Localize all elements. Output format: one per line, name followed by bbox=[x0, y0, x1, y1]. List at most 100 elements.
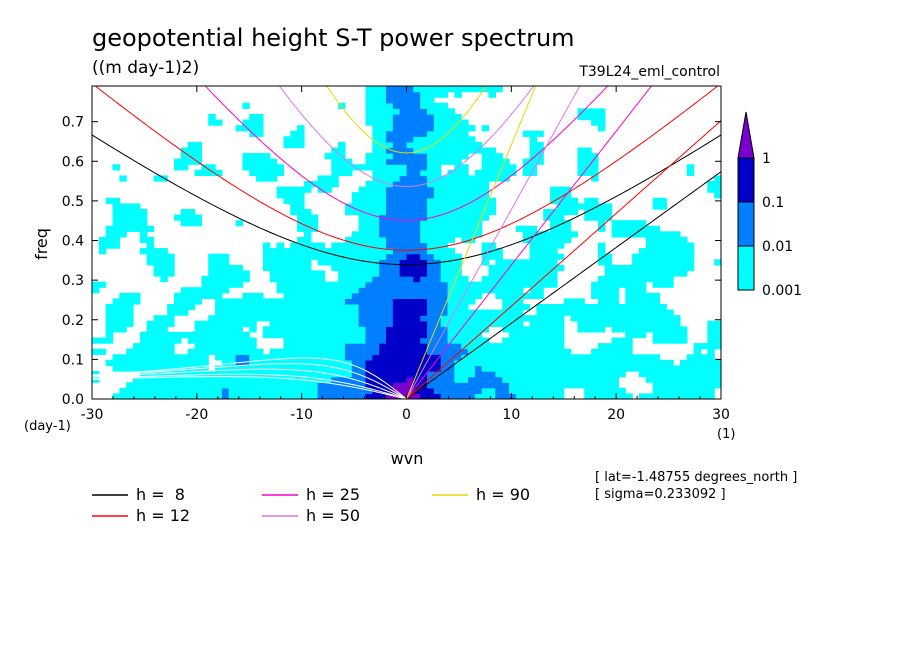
heatmap-cell bbox=[153, 259, 161, 266]
heatmap-cell bbox=[707, 393, 715, 399]
heatmap-cell bbox=[317, 270, 326, 277]
heatmap-cell bbox=[413, 119, 421, 126]
heatmap-cell bbox=[276, 382, 285, 389]
heatmap-cell bbox=[413, 365, 421, 372]
heatmap-cell bbox=[618, 315, 626, 322]
heatmap-cell bbox=[119, 354, 127, 361]
heatmap-cell bbox=[283, 197, 291, 204]
heatmap-cell bbox=[303, 359, 312, 367]
heatmap-cell bbox=[392, 169, 401, 177]
heatmap-cell bbox=[338, 315, 346, 322]
heatmap-cell bbox=[632, 276, 640, 283]
heatmap-cell bbox=[427, 253, 435, 260]
heatmap-cell bbox=[597, 292, 606, 299]
heatmap-cell bbox=[276, 331, 285, 339]
heatmap-cell bbox=[399, 164, 408, 171]
heatmap-cell bbox=[632, 287, 640, 294]
heatmap-cell bbox=[399, 354, 408, 361]
heatmap-cell bbox=[618, 309, 626, 316]
heatmap-cell bbox=[454, 181, 462, 188]
heatmap-cell bbox=[461, 371, 469, 378]
heatmap-cell bbox=[324, 248, 332, 255]
heatmap-cell bbox=[365, 242, 373, 249]
heatmap-cell bbox=[187, 220, 196, 227]
heatmap-cell bbox=[372, 141, 380, 149]
heatmap-cell bbox=[447, 119, 455, 126]
heatmap-cell bbox=[406, 86, 414, 93]
heatmap-cell bbox=[269, 315, 278, 322]
heatmap-cell bbox=[611, 309, 620, 316]
heatmap-cell bbox=[331, 382, 339, 389]
heatmap-cell bbox=[385, 236, 394, 244]
heatmap-cell bbox=[379, 203, 387, 210]
heatmap-cell bbox=[570, 359, 579, 367]
heatmap-cell bbox=[413, 253, 421, 260]
heatmap-cell bbox=[420, 231, 428, 238]
heatmap-cell bbox=[447, 326, 455, 333]
heatmap-cell bbox=[420, 387, 428, 395]
heatmap-cell bbox=[447, 365, 455, 372]
heatmap-cell bbox=[543, 393, 551, 399]
heatmap-cell bbox=[372, 119, 380, 126]
heatmap-cell bbox=[611, 281, 620, 288]
heatmap-cell bbox=[194, 337, 202, 344]
heatmap-cell bbox=[331, 387, 339, 395]
heatmap-cell bbox=[447, 197, 455, 204]
heatmap-cell bbox=[440, 158, 449, 165]
heatmap-cell bbox=[659, 309, 667, 316]
heatmap-cell bbox=[208, 387, 216, 395]
heatmap-cell bbox=[331, 393, 339, 399]
heatmap-cell bbox=[652, 371, 661, 378]
heatmap-cell bbox=[481, 354, 490, 361]
heatmap-cell bbox=[365, 387, 373, 395]
heatmap-cell bbox=[584, 158, 592, 165]
heatmap-cell bbox=[338, 343, 346, 350]
heatmap-cell bbox=[344, 287, 353, 294]
heatmap-cell bbox=[673, 371, 681, 378]
heatmap-cell bbox=[447, 371, 455, 378]
heatmap-cell bbox=[659, 393, 667, 399]
heatmap-cell bbox=[174, 309, 182, 316]
heatmap-cell bbox=[297, 192, 305, 199]
heatmap-cell bbox=[556, 326, 565, 333]
heatmap-cell bbox=[201, 387, 209, 395]
heatmap-cell bbox=[413, 287, 421, 294]
heatmap-cell bbox=[385, 153, 394, 160]
rossby-wave-curve-h25 bbox=[92, 368, 407, 399]
heatmap-cell bbox=[379, 298, 387, 305]
heatmap-cell bbox=[290, 203, 298, 210]
heatmap-cell bbox=[666, 387, 674, 395]
heatmap-cell bbox=[474, 393, 483, 399]
heatmap-cell bbox=[468, 175, 476, 182]
heatmap-cell bbox=[194, 382, 202, 389]
heatmap-cell bbox=[474, 343, 483, 350]
heatmap-cell bbox=[303, 303, 312, 311]
heatmap-cell bbox=[256, 113, 264, 121]
heatmap-cell bbox=[454, 348, 462, 355]
heatmap-cell bbox=[256, 130, 264, 137]
heatmap-cell bbox=[543, 320, 551, 327]
heatmap-cell bbox=[468, 382, 476, 389]
heatmap-cell bbox=[392, 242, 401, 249]
heatmap-cell bbox=[174, 298, 182, 305]
heatmap-cell bbox=[351, 287, 360, 294]
heatmap-cell bbox=[679, 326, 688, 333]
heatmap-cell bbox=[522, 343, 531, 350]
heatmap-cell bbox=[385, 276, 394, 283]
heatmap-cell bbox=[242, 348, 250, 355]
heatmap-cell bbox=[679, 359, 688, 367]
heatmap-cell bbox=[153, 320, 161, 327]
heatmap-cell bbox=[317, 365, 326, 372]
heatmap-cell bbox=[351, 248, 360, 255]
heatmap-cell bbox=[502, 315, 510, 322]
heatmap-cell bbox=[563, 376, 572, 383]
heatmap-cell bbox=[481, 147, 490, 154]
heatmap-cell bbox=[180, 220, 189, 227]
heatmap-cell bbox=[693, 343, 702, 350]
heatmap-cell bbox=[392, 181, 401, 188]
heatmap-cell bbox=[331, 281, 339, 288]
heatmap-cell bbox=[420, 86, 428, 93]
heatmap-cell bbox=[659, 264, 667, 272]
heatmap-cell bbox=[324, 337, 332, 344]
heatmap-cell bbox=[331, 158, 339, 165]
